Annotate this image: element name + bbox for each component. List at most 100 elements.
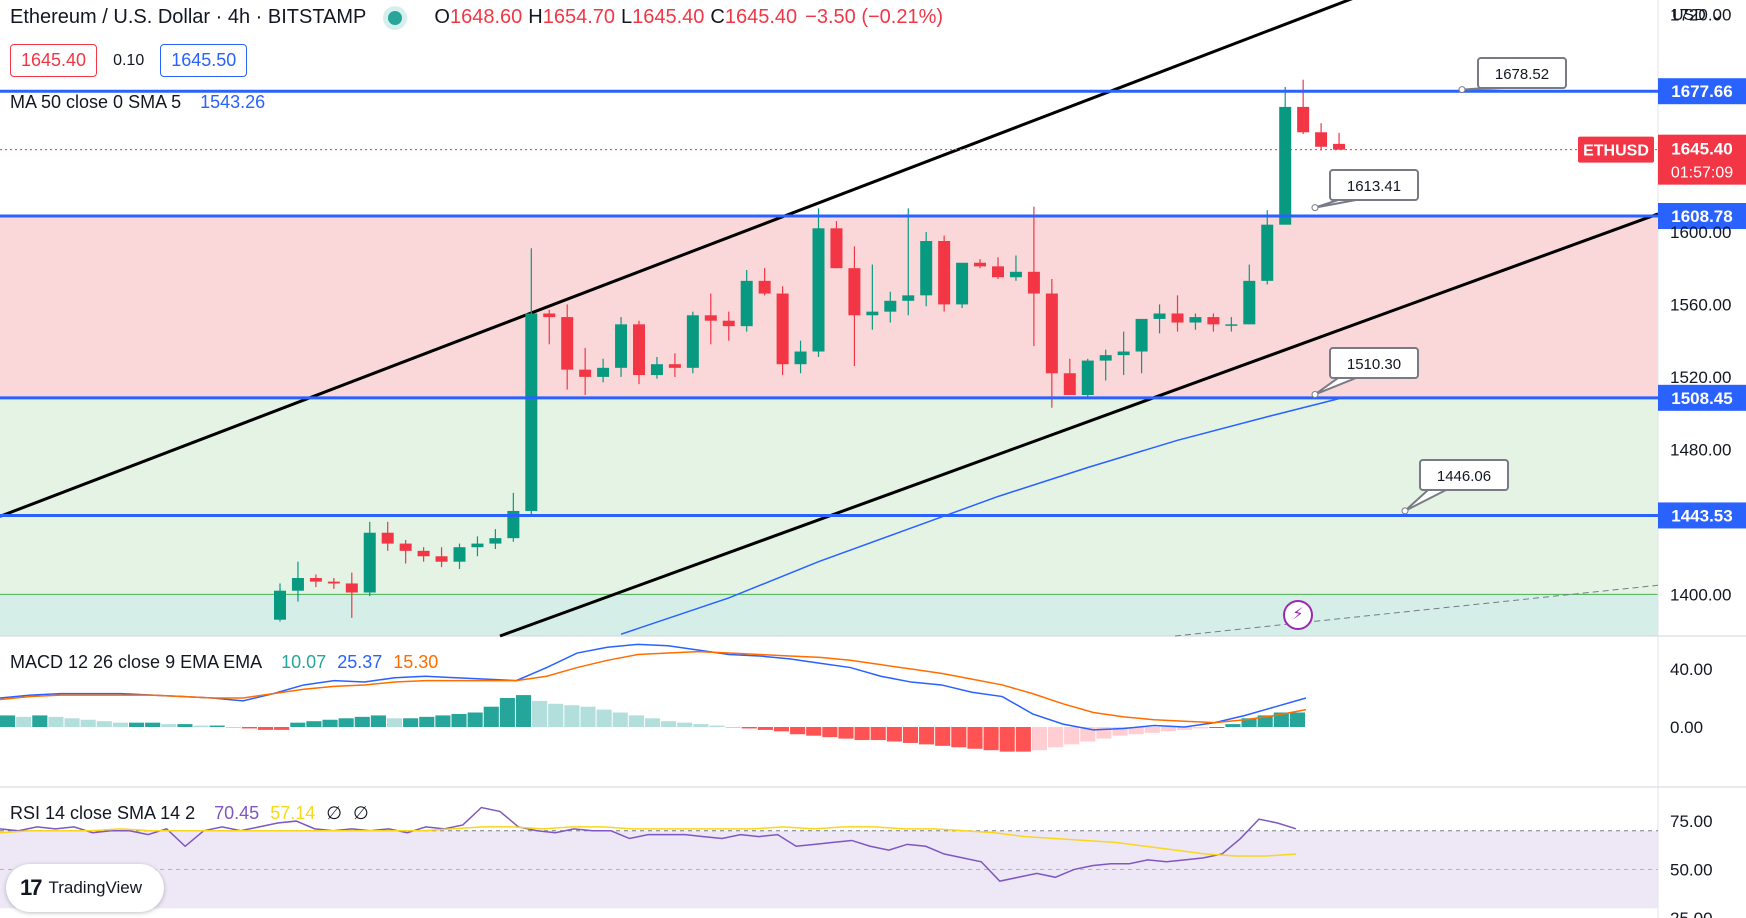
macd-histogram-bar <box>661 721 677 727</box>
close-value: 1645.40 <box>724 6 798 28</box>
sell-button[interactable]: 1645.40 <box>10 44 98 77</box>
candle <box>902 208 915 316</box>
candle <box>1063 358 1076 396</box>
price-axis-tick: 1520.00 <box>1670 368 1731 387</box>
macd-legend[interactable]: MACD 12 26 close 9 EMA EMA 10.07 25.37 1… <box>10 652 444 673</box>
rsi-line <box>0 806 1297 882</box>
symbol-title[interactable]: Ethereum / U.S. Dollar · 4h · BITSTAMP <box>10 6 367 28</box>
callout-anchor <box>1458 86 1466 94</box>
macd-histogram-bar <box>96 721 112 727</box>
macd-histogram-bar <box>290 722 306 727</box>
candle-body <box>597 367 610 377</box>
candle-body <box>633 324 645 376</box>
macd-histogram-bar <box>806 727 822 736</box>
macd-histogram-bar <box>145 722 161 727</box>
candle-body <box>920 240 933 296</box>
candle-body <box>1189 317 1202 323</box>
candle <box>1117 331 1130 376</box>
candle-body <box>507 510 520 539</box>
level-price-label: 1677.66 <box>1671 82 1732 101</box>
candle-body <box>399 543 412 551</box>
candle <box>597 358 610 383</box>
macd-histogram-bar <box>725 727 741 728</box>
macd-histogram-bar <box>48 716 64 727</box>
candle <box>1297 79 1310 135</box>
macd-histogram-bar <box>177 724 193 727</box>
macd-histogram-bar <box>1096 727 1112 739</box>
ma-legend[interactable]: MA 50 close 0 SMA 5 1543.26 <box>10 92 271 113</box>
chevron-down-icon: ⌄ <box>1710 7 1724 24</box>
macd-histogram-bar <box>257 727 274 730</box>
rsi-sma-value: 57.14 <box>270 803 316 823</box>
candle <box>1135 318 1148 374</box>
support-zone-lower <box>0 594 1658 636</box>
currency-selector[interactable]: USD ⌄ <box>1672 5 1724 25</box>
market-status-icon <box>388 10 403 25</box>
candle-body <box>992 266 1004 278</box>
macd-histogram-bar <box>370 715 386 727</box>
countdown-label: 01:57:09 <box>1671 165 1733 182</box>
candle-body <box>381 532 394 544</box>
rsi-axis-tick: 25.00 <box>1670 909 1713 918</box>
close-label: C <box>710 6 725 28</box>
candle <box>399 539 412 564</box>
macd-histogram-bar <box>338 718 354 727</box>
candle-body <box>1081 360 1094 396</box>
candle-body <box>974 262 987 267</box>
macd-histogram-bar <box>467 712 483 727</box>
macd-histogram-bar <box>677 722 693 727</box>
projection-line <box>1174 584 1659 637</box>
buy-button[interactable]: 1645.50 <box>160 44 248 77</box>
candle-body <box>812 228 825 352</box>
rsi-band <box>0 830 1658 909</box>
high-label: H <box>528 6 543 28</box>
macd-histogram-bar <box>838 727 854 739</box>
macd-histogram-bar <box>1193 727 1209 729</box>
flash-icon[interactable]: ⚡ <box>1283 600 1313 630</box>
rsi-legend[interactable]: RSI 14 close SMA 14 2 70.45 57.14 ∅ ∅ <box>10 803 375 824</box>
level-price-tag <box>1658 203 1746 230</box>
macd-histogram-bar <box>306 721 322 727</box>
macd-histogram-bar <box>1015 727 1031 752</box>
callout-label: 1510.30 <box>1347 356 1401 373</box>
candle-body <box>1315 132 1328 147</box>
candle-body <box>704 315 717 321</box>
macd-line-value: 25.37 <box>337 652 383 672</box>
macd-histogram-bar <box>1080 727 1096 742</box>
macd-histogram-bar <box>967 727 983 749</box>
macd-histogram-bar <box>1144 727 1160 733</box>
candle <box>1261 210 1274 285</box>
candle-body <box>686 315 699 368</box>
quote-row: 1645.40 0.10 1645.50 <box>10 44 248 77</box>
macd-histogram-bar <box>1241 718 1257 727</box>
candle <box>650 356 663 379</box>
candle <box>471 536 484 557</box>
macd-histogram-bar <box>1160 727 1177 732</box>
macd-axis-tick: 40.00 <box>1670 660 1713 679</box>
rsi-axis-tick: 75.00 <box>1670 812 1713 831</box>
macd-histogram-bar <box>274 727 290 730</box>
rsi-value: 70.45 <box>214 803 260 823</box>
price-axis-tick: 1400.00 <box>1670 585 1731 604</box>
candle-body <box>417 550 430 557</box>
level-price-label: 1443.53 <box>1671 506 1732 525</box>
candle-body <box>1279 106 1292 225</box>
last-price-label: 1645.40 <box>1671 140 1732 159</box>
macd-histogram-bar <box>548 703 564 727</box>
candle-body <box>1171 313 1184 323</box>
candle-body <box>848 268 861 316</box>
candle-body <box>1153 313 1166 319</box>
tradingview-logo[interactable]: 17 TradingView <box>6 864 164 912</box>
candle <box>543 309 556 345</box>
macd-histogram-bar <box>32 715 48 727</box>
candle <box>1243 264 1256 325</box>
candle-body <box>1027 271 1040 294</box>
macd-histogram-bar <box>1257 715 1273 727</box>
price-axis-tick: 1480.00 <box>1670 440 1731 459</box>
low-value: 1645.40 <box>632 6 705 28</box>
candle <box>381 521 394 551</box>
macd-histogram-bar <box>0 715 16 727</box>
macd-histogram-bar <box>403 718 419 727</box>
candle <box>309 574 322 588</box>
